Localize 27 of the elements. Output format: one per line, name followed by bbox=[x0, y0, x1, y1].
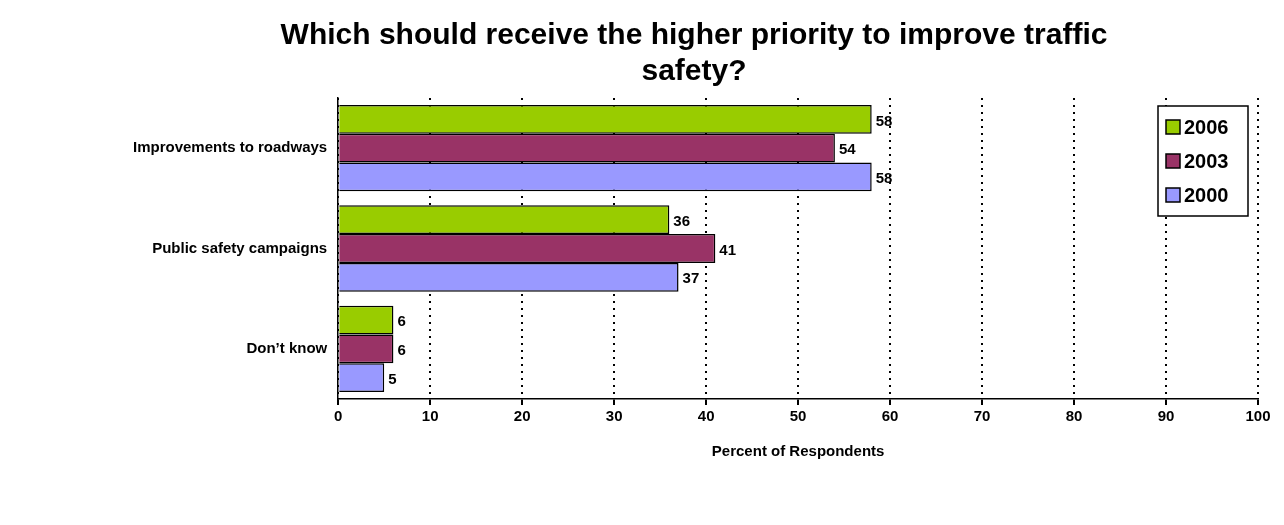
data-label: 37 bbox=[682, 269, 700, 287]
data-label: 5 bbox=[388, 369, 397, 387]
x-tick-label: 50 bbox=[789, 407, 807, 425]
x-tick-label: 0 bbox=[334, 407, 343, 425]
chart-title: Which should receive the higher priority to improve traffic safety? bbox=[280, 17, 1108, 87]
x-tick-label: 40 bbox=[697, 407, 715, 425]
legend-label: 2003 bbox=[1184, 149, 1229, 172]
x-tick-label: 60 bbox=[881, 407, 899, 425]
data-label: 54 bbox=[838, 140, 857, 158]
data-label: 6 bbox=[397, 312, 406, 330]
y-tick-label: Improvements to roadways bbox=[132, 138, 328, 156]
y-tick-label: Public safety campaigns bbox=[152, 238, 328, 256]
data-label: 6 bbox=[397, 340, 406, 358]
data-label: 41 bbox=[719, 240, 737, 258]
y-tick-label: Don’t know bbox=[246, 338, 328, 356]
x-tick-label: 80 bbox=[1065, 407, 1083, 425]
data-label: 58 bbox=[875, 111, 893, 129]
data-label: 36 bbox=[673, 211, 691, 229]
x-tick-label: 10 bbox=[421, 407, 439, 425]
x-tick-label: 90 bbox=[1157, 407, 1175, 425]
legend-label: 2006 bbox=[1184, 115, 1229, 138]
legend-label: 2000 bbox=[1184, 183, 1229, 206]
x-axis-title: Percent of Respondents bbox=[711, 442, 885, 460]
x-tick-label: 20 bbox=[513, 407, 531, 425]
x-tick-label: 100 bbox=[1245, 407, 1271, 425]
x-tick-label: 70 bbox=[973, 407, 991, 425]
x-tick-label: 30 bbox=[605, 407, 623, 425]
